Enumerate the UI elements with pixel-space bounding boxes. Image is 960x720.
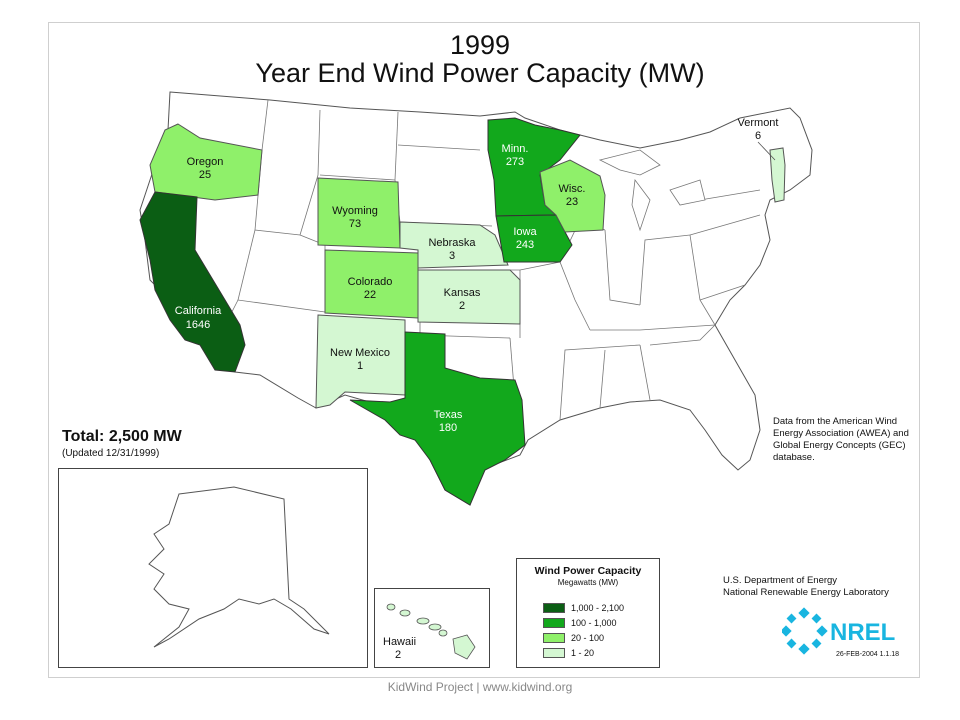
total-capacity: Total: 2,500 MW xyxy=(62,428,182,446)
legend-row: 1 - 20 xyxy=(543,648,655,659)
label-vermont-value: 6 xyxy=(755,130,761,142)
updated-date: (Updated 12/31/1999) xyxy=(62,448,160,459)
label-new-mexico-name: New Mexico xyxy=(330,347,390,359)
label-kansas-name: Kansas xyxy=(444,287,481,299)
legend-label: 100 - 1,000 xyxy=(571,618,617,628)
legend-swatch xyxy=(543,633,565,643)
label-nebraska-name: Nebraska xyxy=(428,237,476,249)
legend-swatch xyxy=(543,603,565,613)
state-kansas xyxy=(417,269,521,325)
legend-label: 1 - 20 xyxy=(571,648,595,658)
legend-row: 1,000 - 2,100 xyxy=(543,603,655,614)
label-iowa-value: 243 xyxy=(516,239,534,251)
label-minnesota-name: Minn. xyxy=(502,143,529,155)
total-value: 2,500 MW xyxy=(108,428,182,445)
state-wisconsin xyxy=(539,159,606,233)
label-minnesota-value: 273 xyxy=(506,156,524,168)
alaska-inset xyxy=(58,468,368,668)
label-wyoming-name: Wyoming xyxy=(332,205,378,217)
great-lakes xyxy=(598,149,706,232)
label-wyoming-value: 73 xyxy=(349,218,361,230)
legend-label: 20 - 100 xyxy=(571,633,605,643)
legend-row: 20 - 100 xyxy=(543,633,655,644)
hawaii-inset: Hawaii 2 xyxy=(374,588,490,668)
state-oregon xyxy=(149,123,263,201)
legend-subtitle: Megawatts (MW) xyxy=(557,578,619,587)
legend-swatch xyxy=(543,618,565,628)
nrel-logo: NREL xyxy=(782,607,895,655)
label-hawaii-value: 2 xyxy=(395,649,401,661)
label-california-name: California xyxy=(175,305,222,317)
map-title-year: 1999 xyxy=(449,30,511,60)
footer-credit: KidWind Project | www.kidwind.org xyxy=(387,680,573,694)
legend-swatch xyxy=(543,648,565,658)
nrel-logo-text: NREL xyxy=(830,619,895,646)
map-title: Year End Wind Power Capacity (MW) xyxy=(255,58,705,88)
label-nebraska-value: 3 xyxy=(449,250,455,262)
state-nebraska xyxy=(399,221,509,269)
agency-line-1: U.S. Department of Energy xyxy=(723,575,838,586)
label-oregon-value: 25 xyxy=(199,169,211,181)
source-note: Data from the American Wind Energy Assoc… xyxy=(773,416,909,463)
label-hawaii-name: Hawaii xyxy=(383,636,416,648)
label-texas-name: Texas xyxy=(434,409,463,421)
document-id: 26-FEB-2004 1.1.18 xyxy=(836,651,900,658)
label-iowa-name: Iowa xyxy=(513,226,537,238)
state-new-mexico xyxy=(315,314,406,409)
legend-row: 100 - 1,000 xyxy=(543,618,655,629)
legend: Wind Power Capacity Megawatts (MW) 1,000… xyxy=(516,558,660,668)
legend-title: Wind Power Capacity xyxy=(534,565,642,577)
label-kansas-value: 2 xyxy=(459,300,465,312)
label-colorado-name: Colorado xyxy=(348,276,393,288)
label-wisconsin-name: Wisc. xyxy=(559,183,586,195)
legend-label: 1,000 - 2,100 xyxy=(571,603,625,613)
alaska-shape xyxy=(148,486,330,648)
agency-credit: U.S. Department of Energy National Renew… xyxy=(723,575,923,599)
label-oregon-name: Oregon xyxy=(187,156,224,168)
total-label: Total: xyxy=(62,428,105,445)
label-california-value: 1646 xyxy=(186,319,210,331)
state-california xyxy=(139,191,246,373)
label-wisconsin-value: 23 xyxy=(566,196,578,208)
state-texas xyxy=(349,331,526,506)
label-new-mexico-value: 1 xyxy=(357,360,363,372)
hawaii-shape: Hawaii 2 xyxy=(383,603,476,661)
agency-line-2: National Renewable Energy Laboratory xyxy=(723,587,889,598)
state-vermont xyxy=(769,147,786,203)
label-texas-value: 180 xyxy=(439,422,457,434)
label-vermont-name: Vermont xyxy=(738,117,779,129)
label-colorado-value: 22 xyxy=(364,289,376,301)
